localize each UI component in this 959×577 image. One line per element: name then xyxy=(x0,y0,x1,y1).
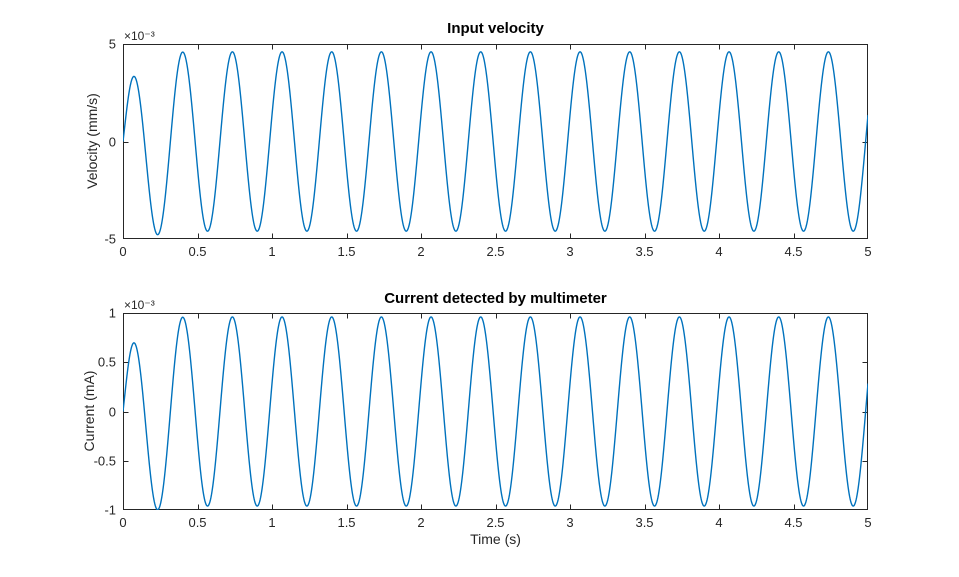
x-tick-label: 4 xyxy=(715,244,723,259)
x-tick-label: 0.5 xyxy=(188,515,207,530)
y-tick-label: 5 xyxy=(108,36,116,52)
y-tick-label: 0.5 xyxy=(97,354,116,370)
x-tick-label: 4.5 xyxy=(784,515,803,530)
x-tick-label: 3.5 xyxy=(635,515,654,530)
current-waveform-svg xyxy=(123,313,868,510)
waveform-path xyxy=(123,51,868,236)
chart-title-input-velocity: Input velocity xyxy=(447,20,544,37)
axes-box xyxy=(123,313,868,510)
x-tick-label: 3 xyxy=(566,515,574,530)
axes-box xyxy=(123,44,868,239)
x-tick-label: 2.5 xyxy=(486,515,505,530)
x-tick-label: 2 xyxy=(417,515,425,530)
y-tick-label: 1 xyxy=(108,305,116,321)
x-tick-label: 1.5 xyxy=(337,244,356,259)
x-tick-label: 4 xyxy=(715,515,723,530)
x-tick-label: 4.5 xyxy=(784,244,803,259)
x-tick-label: 3 xyxy=(566,244,574,259)
x-tick-label: 0.5 xyxy=(188,244,207,259)
x-tick-label: 5 xyxy=(864,244,872,259)
y-axis-exponent-current: ×10⁻³ xyxy=(124,298,155,312)
x-tick-label: 1 xyxy=(268,244,276,259)
x-tick-label: 1 xyxy=(268,515,276,530)
x-tick-label: 0 xyxy=(119,515,127,530)
x-tick-label: 1.5 xyxy=(337,515,356,530)
y-axis-exponent-velocity: ×10⁻³ xyxy=(124,29,155,43)
x-tick-label: 5 xyxy=(864,515,872,530)
y-tick-label: -0.5 xyxy=(93,453,116,469)
chart-title-current: Current detected by multimeter xyxy=(384,290,607,307)
plot-area-velocity xyxy=(123,44,868,239)
y-axis-label-velocity: Velocity (mm/s) xyxy=(84,93,100,189)
plot-area-current xyxy=(123,313,868,510)
x-tick-label: 2 xyxy=(417,244,425,259)
waveform-path xyxy=(123,316,868,510)
y-tick-label: 0 xyxy=(108,134,116,149)
x-tick-label: 0 xyxy=(119,244,127,259)
x-axis-label-time: Time (s) xyxy=(470,531,521,547)
x-tick-label: 2.5 xyxy=(486,244,505,259)
y-tick-label: -5 xyxy=(104,231,116,247)
y-axis-label-current: Current (mA) xyxy=(81,370,97,452)
y-tick-label: 0 xyxy=(108,404,116,419)
x-tick-label: 3.5 xyxy=(635,244,654,259)
velocity-waveform-svg xyxy=(123,44,868,239)
y-tick-label: -1 xyxy=(104,502,116,518)
